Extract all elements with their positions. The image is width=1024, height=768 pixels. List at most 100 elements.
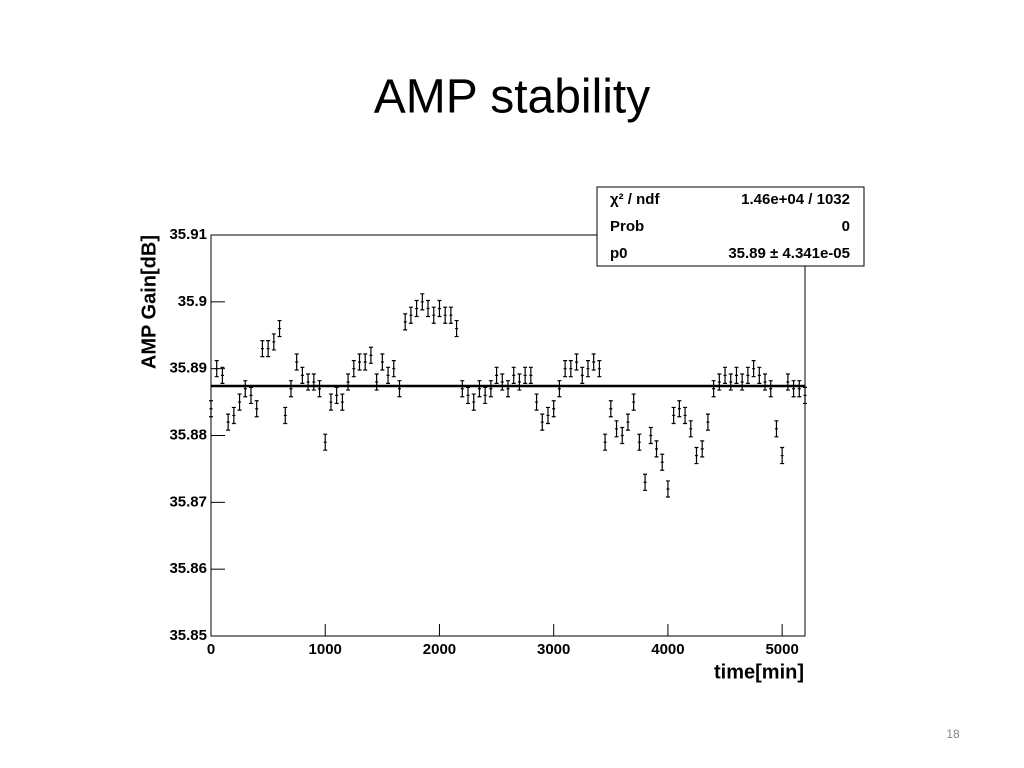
error-bar — [408, 306, 413, 324]
error-bar — [271, 333, 276, 351]
error-bar — [368, 346, 373, 364]
error-bar — [660, 453, 665, 471]
error-bar — [723, 366, 728, 384]
x-tick-label: 5000 — [765, 641, 798, 658]
error-bar — [414, 299, 419, 318]
error-bar — [740, 373, 745, 391]
error-bar — [294, 353, 299, 371]
plot-frame — [210, 234, 806, 637]
y-tick-label: 35.91 — [169, 226, 207, 243]
error-bar — [734, 366, 739, 384]
error-bar — [346, 373, 351, 391]
y-tick-label: 35.85 — [169, 627, 207, 644]
y-tick-label: 35.88 — [169, 426, 207, 443]
error-bar — [454, 319, 459, 338]
error-bar — [791, 380, 796, 398]
error-bar — [728, 373, 733, 391]
stat-label: p0 — [610, 245, 628, 262]
error-bar — [700, 440, 705, 458]
error-bar — [220, 366, 225, 384]
error-bar — [340, 393, 345, 411]
error-bar — [643, 473, 648, 491]
error-bar — [591, 353, 596, 371]
error-bar — [328, 393, 333, 411]
error-bar — [597, 360, 602, 378]
page-number: 18 — [946, 727, 960, 741]
error-bar — [311, 373, 316, 391]
error-bar — [648, 426, 653, 445]
error-bar — [637, 433, 642, 451]
error-bar — [266, 339, 271, 358]
y-tick-label: 35.9 — [178, 293, 207, 310]
error-bar — [557, 380, 562, 398]
stat-value: 35.89 ± 4.341e-05 — [728, 245, 850, 262]
error-bar — [671, 406, 676, 425]
error-bar — [437, 299, 442, 318]
error-bar — [568, 360, 573, 378]
error-bar — [506, 380, 510, 398]
error-bar — [745, 366, 750, 384]
error-bar — [214, 360, 219, 378]
x-tick-label: 3000 — [537, 641, 570, 658]
error-bar — [717, 373, 722, 391]
x-tick-label: 4000 — [651, 641, 684, 658]
error-bar — [574, 353, 579, 371]
error-bar — [608, 400, 613, 418]
error-bar — [443, 306, 448, 324]
error-bar — [431, 306, 436, 324]
slide-title: AMP stability — [374, 71, 651, 124]
error-bar — [757, 366, 762, 384]
error-bar — [403, 313, 408, 331]
error-bar — [665, 480, 670, 498]
error-bar — [625, 413, 630, 431]
error-bar — [391, 360, 396, 378]
error-bar — [774, 420, 779, 438]
error-bar — [483, 386, 488, 405]
error-bar — [288, 380, 293, 398]
error-bar — [780, 446, 785, 465]
error-bar — [654, 440, 659, 458]
error-bar — [426, 299, 431, 318]
error-bar — [563, 360, 568, 378]
error-bar — [751, 360, 756, 378]
error-bar — [277, 319, 282, 338]
error-bar — [448, 306, 453, 324]
error-bar — [534, 393, 539, 411]
error-bar — [768, 380, 773, 398]
error-bar — [688, 420, 693, 438]
error-bar — [683, 406, 688, 425]
error-bar — [585, 360, 590, 378]
stats-box — [596, 186, 865, 267]
error-bar — [528, 366, 533, 384]
error-bar — [694, 446, 699, 465]
x-axis-label: time[min] — [714, 661, 804, 683]
error-bar — [614, 420, 619, 438]
error-bar — [466, 386, 471, 405]
error-bar — [260, 339, 265, 358]
error-bar — [254, 400, 259, 418]
error-bar — [363, 353, 368, 371]
error-bar — [523, 366, 528, 384]
error-bar — [477, 380, 482, 398]
error-bar — [551, 400, 556, 418]
error-bar — [237, 393, 242, 411]
error-bar — [374, 373, 379, 391]
error-bar — [517, 373, 522, 391]
error-bar — [334, 386, 339, 405]
error-bar — [603, 433, 608, 451]
y-tick-label: 35.86 — [169, 560, 207, 577]
error-bar — [763, 373, 768, 391]
x-tick-label: 2000 — [423, 641, 456, 658]
stat-value: 0 — [842, 218, 850, 235]
error-bar — [785, 373, 790, 391]
error-bar — [620, 426, 625, 445]
error-bar — [397, 380, 402, 398]
error-bar — [209, 400, 213, 418]
error-bar — [631, 393, 636, 411]
error-bar — [803, 386, 807, 405]
x-tick-label: 0 — [207, 641, 215, 658]
error-bar — [580, 366, 585, 384]
stat-value: 1.46e+04 / 1032 — [741, 191, 850, 208]
